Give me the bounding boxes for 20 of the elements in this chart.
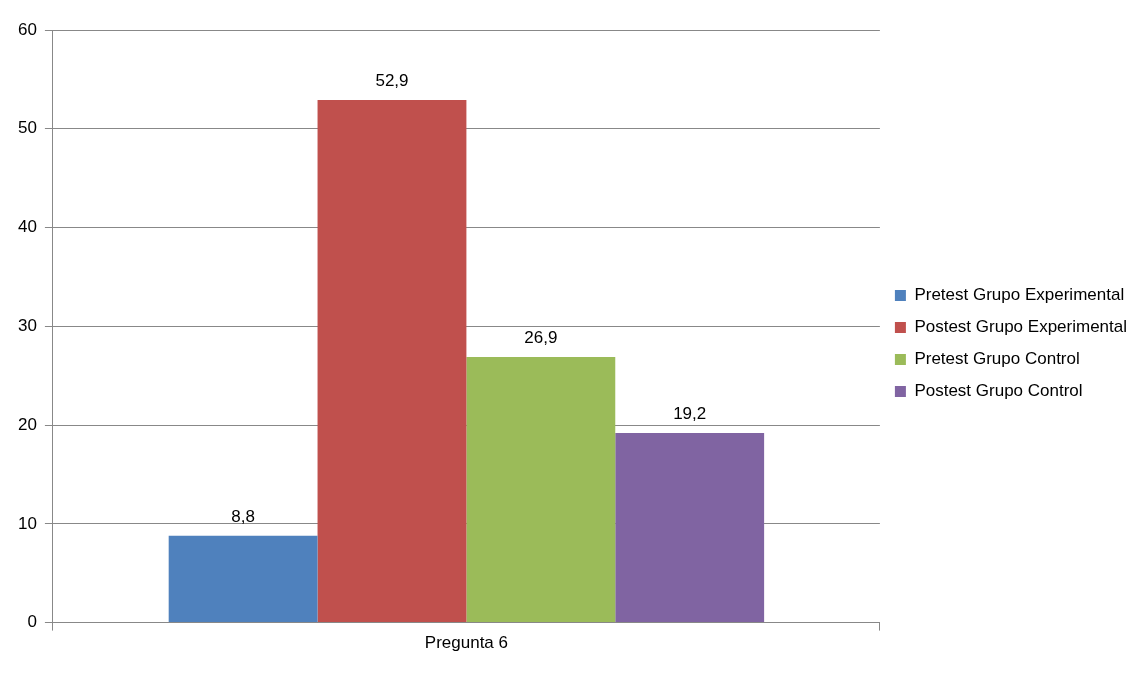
legend-label: Pretest Grupo Control (914, 349, 1080, 369)
legend-label: Postest Grupo Control (914, 381, 1083, 401)
y-tick-label: 60 (17, 19, 37, 39)
y-tick-label: 50 (17, 118, 37, 138)
legend-label: Postest Grupo Experimental (914, 317, 1128, 337)
x-tick-label: Pregunta 6 (424, 633, 508, 653)
bar (317, 100, 467, 623)
y-tick-label: 40 (17, 217, 37, 237)
legend-label: Pretest Grupo Experimental (914, 285, 1125, 305)
y-tick-label: 30 (17, 315, 37, 335)
bar (168, 535, 318, 623)
data-label: 8,8 (231, 506, 255, 526)
bar (615, 432, 765, 623)
y-tick-label: 0 (27, 612, 37, 632)
data-label: 26,9 (524, 328, 558, 348)
data-label: 19,2 (673, 404, 707, 424)
y-tick-label: 20 (17, 414, 37, 434)
data-label: 52,9 (375, 71, 409, 91)
bar (466, 356, 616, 623)
y-tick-label: 10 (17, 513, 37, 533)
